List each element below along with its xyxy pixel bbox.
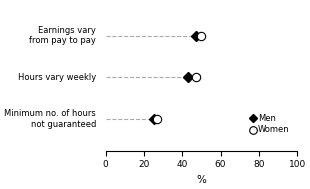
X-axis label: %: %: [197, 175, 206, 185]
Legend: Men, Women: Men, Women: [247, 111, 293, 138]
